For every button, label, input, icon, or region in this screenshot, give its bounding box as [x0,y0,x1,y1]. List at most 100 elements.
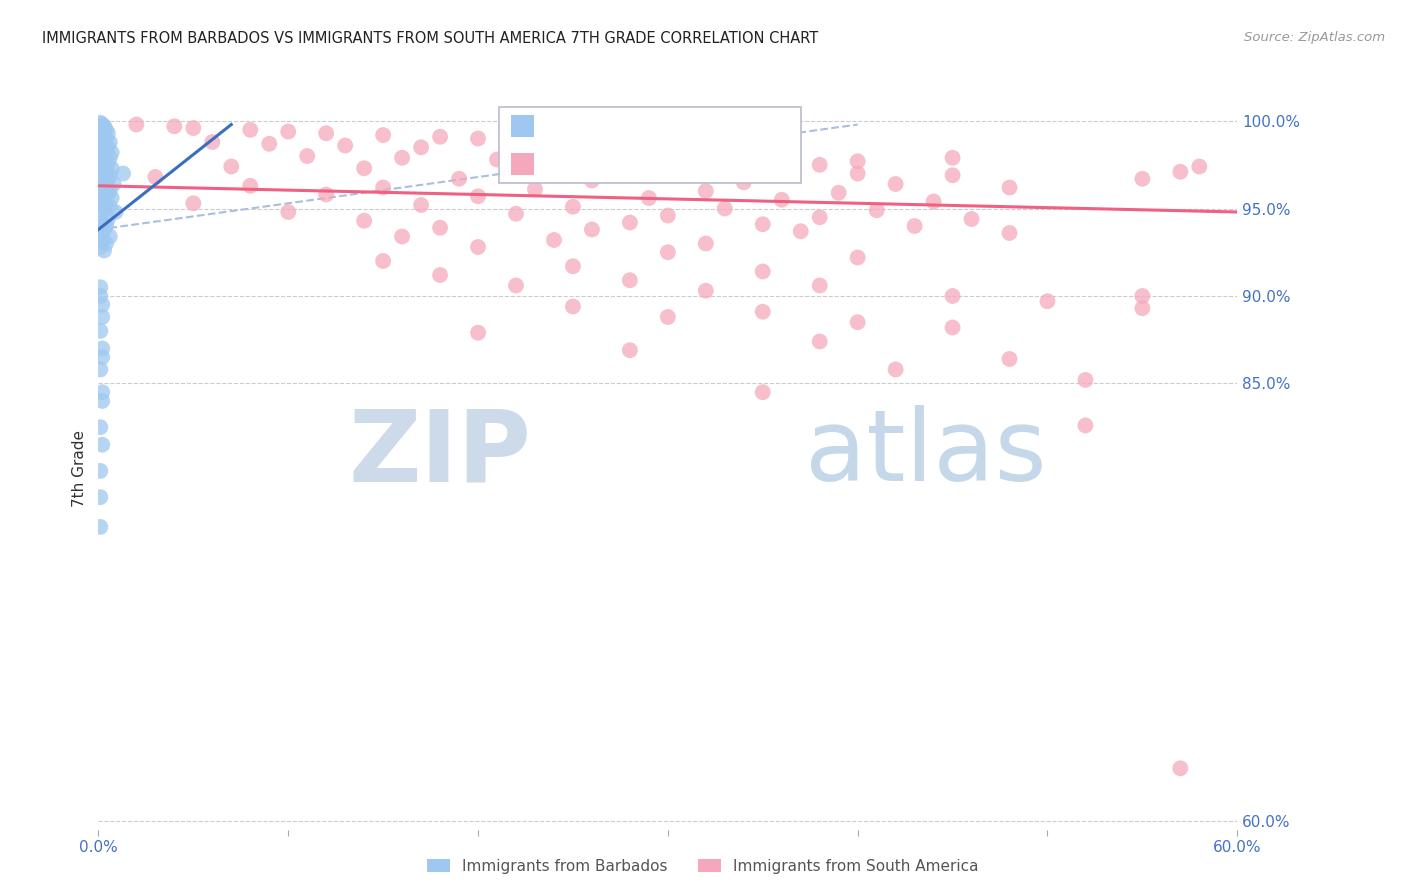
Point [89,209,111,223]
Point [91,180,114,194]
Point [846,251,869,265]
Point [94,178,117,193]
Point [239,122,262,136]
Point [904,219,927,233]
Point [353,213,375,227]
Point [89,226,111,240]
Point [714,202,737,216]
Point [335,138,357,153]
Text: ZIP: ZIP [349,405,531,502]
Point [91,385,114,400]
Point [89,156,111,170]
Point [695,284,717,298]
Text: N=: N= [665,119,689,134]
Point [91,350,114,364]
Point [371,180,394,194]
Point [752,217,775,231]
Point [770,193,793,207]
Point [942,320,965,334]
Point [846,154,869,169]
Point [104,205,127,219]
Text: 0.085: 0.085 [581,117,638,135]
Point [93,128,115,142]
Point [562,133,585,147]
Point [884,362,907,376]
Point [93,244,115,258]
Point [543,163,565,178]
Text: Source: ZipAtlas.com: Source: ZipAtlas.com [1244,31,1385,45]
Point [94,196,117,211]
Point [94,167,117,181]
Point [98,229,121,244]
FancyBboxPatch shape [499,107,801,183]
Point [91,189,114,203]
Point [89,420,111,434]
Point [1132,171,1154,186]
Text: N=: N= [665,156,689,171]
Point [89,138,111,153]
Point [91,133,114,147]
Point [371,254,394,268]
Point [429,268,451,282]
Point [100,145,122,160]
Point [97,140,120,154]
Point [97,173,120,187]
Point [94,219,117,233]
Text: atlas: atlas [804,405,1046,502]
Point [562,300,585,314]
Text: -0.080: -0.080 [581,155,640,173]
Point [353,161,375,176]
Point [93,160,115,174]
Point [543,233,565,247]
Point [391,229,413,244]
Point [98,184,121,198]
Point [619,215,641,229]
Point [93,120,115,134]
Point [94,131,117,145]
Point [93,149,115,163]
Point [846,315,869,329]
Point [94,154,117,169]
Point [89,165,111,179]
Point [790,224,813,238]
Point [89,362,111,376]
Bar [512,114,534,137]
Point [93,169,115,184]
Point [619,273,641,287]
Text: R=: R= [547,119,571,134]
Point [714,156,737,170]
Point [942,289,965,303]
Point [411,140,433,154]
Point [411,198,433,212]
Point [942,168,965,182]
Point [297,149,319,163]
Point [94,122,117,136]
Point [467,189,489,203]
Point [89,520,111,534]
Point [1074,373,1097,387]
Point [600,154,623,169]
Point [93,136,115,151]
Point [998,180,1021,194]
Point [1170,165,1192,179]
Point [93,222,115,236]
Point [89,175,111,189]
Point [922,194,945,209]
Point [808,211,831,225]
Point [98,168,121,182]
Legend: Immigrants from Barbados, Immigrants from South America: Immigrants from Barbados, Immigrants fro… [420,853,986,880]
Point [505,207,527,221]
Y-axis label: 7th Grade: 7th Grade [72,430,87,507]
Point [89,324,111,338]
Point [91,142,114,156]
Point [277,124,299,138]
Point [91,342,114,356]
Point [89,464,111,478]
Point [91,215,114,229]
Point [429,220,451,235]
Point [657,145,679,160]
Point [98,151,121,165]
Point [89,129,111,144]
Point [960,212,983,227]
Point [449,171,471,186]
